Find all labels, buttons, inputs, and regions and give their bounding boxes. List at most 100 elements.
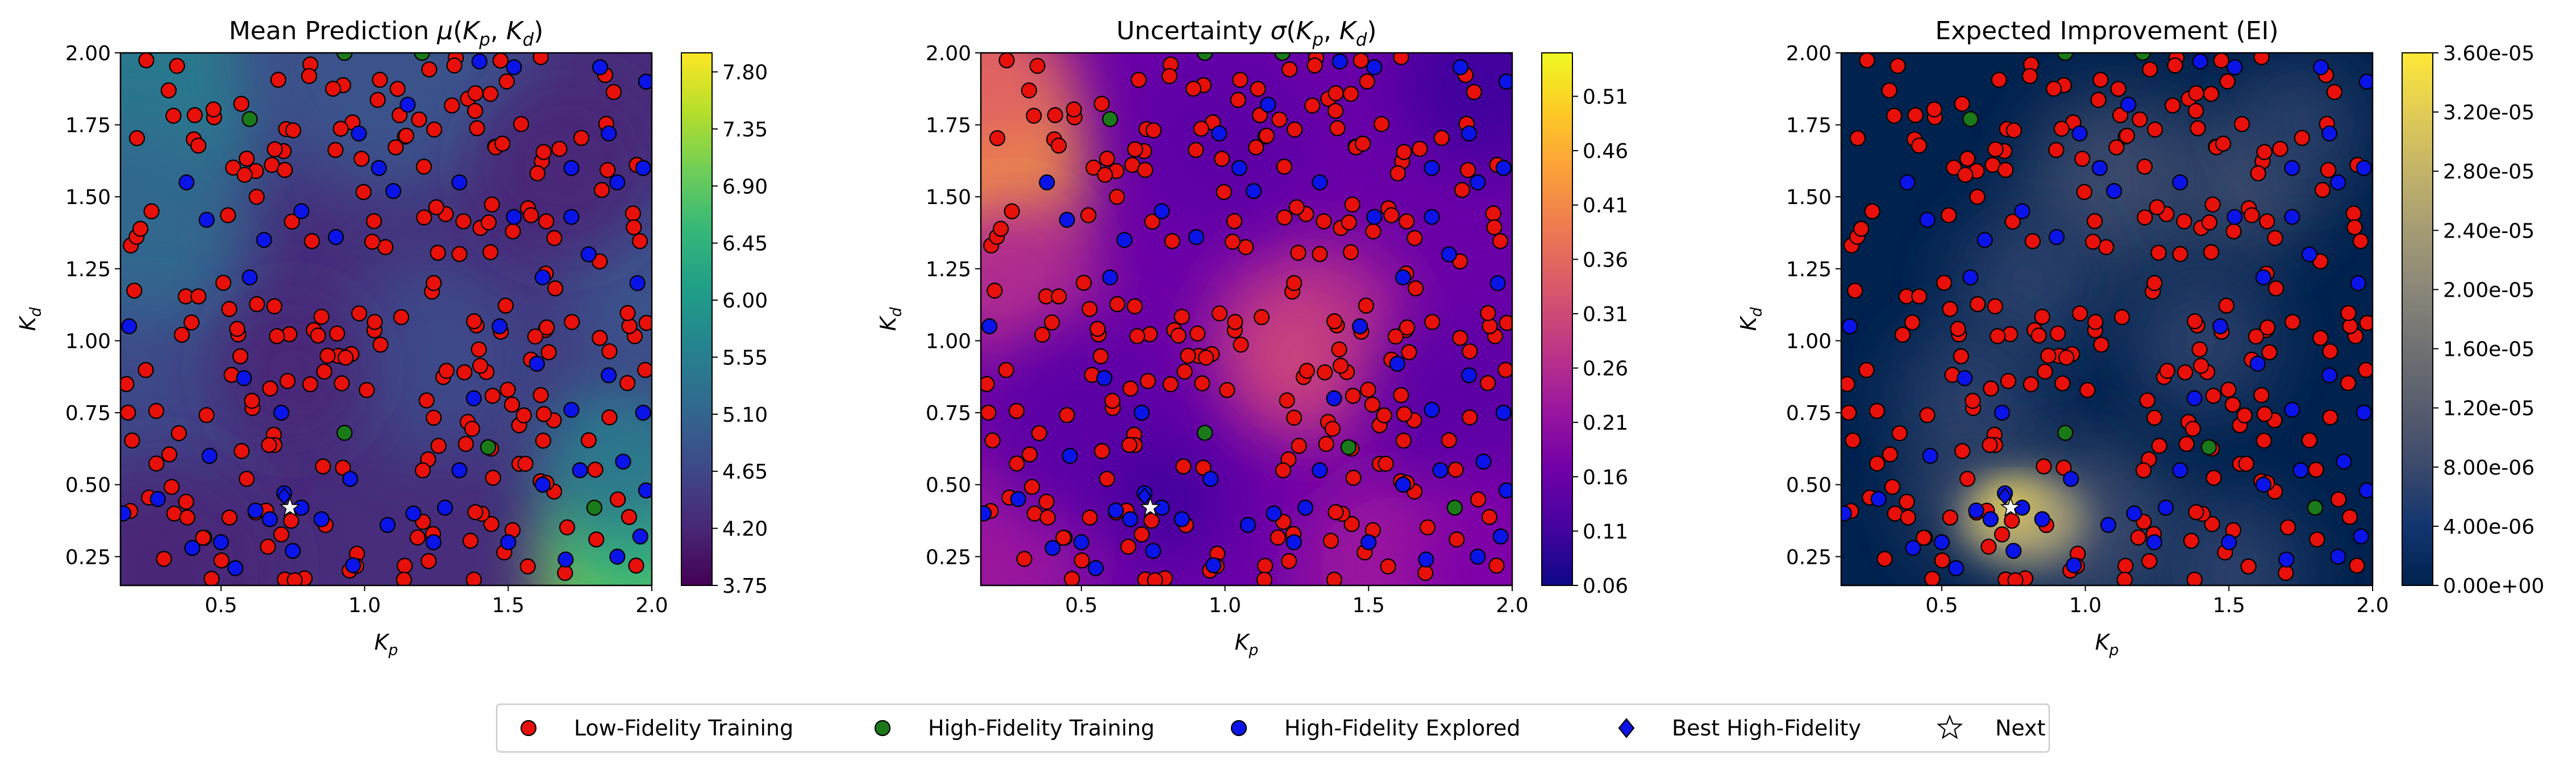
- high-fidelity-explored-point: [557, 551, 574, 568]
- high-fidelity-explored-point: [2356, 160, 2372, 176]
- low-fidelity-point: [1417, 564, 1434, 581]
- low-fidelity-point: [2253, 387, 2270, 404]
- low-fidelity-point: [1953, 348, 1970, 364]
- low-fidelity-point: [1145, 122, 1162, 139]
- high-fidelity-explored-point: [563, 401, 580, 418]
- low-fidelity-point: [2146, 275, 2163, 292]
- colorbar-tick-label: 4.65: [722, 460, 768, 484]
- low-fidelity-point: [2213, 53, 2229, 69]
- low-fidelity-point: [260, 538, 276, 555]
- low-fidelity-point: [2279, 519, 2296, 535]
- high-fidelity-explored-point: [2186, 390, 2203, 406]
- low-fidelity-point: [2331, 491, 2347, 508]
- low-fidelity-point: [482, 86, 499, 102]
- low-fidelity-point: [527, 328, 544, 345]
- low-fidelity-point: [234, 443, 250, 459]
- axes-frame: [119, 52, 653, 587]
- low-fidelity-point: [1104, 393, 1121, 409]
- low-fidelity-point: [2116, 571, 2133, 585]
- colorbar-tick-label: 0.46: [1583, 140, 1628, 163]
- high-fidelity-explored-point: [2330, 548, 2346, 565]
- low-fidelity-point: [303, 233, 320, 250]
- low-fidelity-point: [2358, 361, 2373, 379]
- high-fidelity-explored-point: [1062, 447, 1078, 464]
- x-tick-label: 1.5: [492, 594, 525, 617]
- low-fidelity-point: [389, 81, 406, 97]
- low-fidelity-point: [2151, 438, 2167, 454]
- x-tick-label: 1.5: [2213, 594, 2245, 617]
- high-fidelity-explored-point: [2358, 73, 2373, 90]
- low-fidelity-point: [1016, 551, 1033, 567]
- low-fidelity-point: [535, 433, 551, 449]
- low-fidelity-point: [2004, 213, 2021, 230]
- low-fidelity-point: [2312, 330, 2329, 346]
- surface-blob: [1397, 53, 1512, 168]
- y-tick-label: 2.00: [65, 42, 111, 65]
- low-fidelity-point: [981, 404, 997, 421]
- low-fidelity-point: [2079, 382, 2096, 398]
- low-fidelity-point: [1099, 151, 1116, 167]
- low-fidelity-point: [1462, 409, 1478, 426]
- high-fidelity-explored-point: [1957, 370, 1973, 386]
- low-fidelity-point: [428, 199, 444, 215]
- high-fidelity-explored-point: [1360, 534, 1377, 551]
- high-fidelity-explored-point: [2255, 269, 2272, 286]
- low-fidelity-point: [1232, 72, 1249, 88]
- low-fidelity-point: [446, 57, 463, 74]
- low-fidelity-point: [1399, 319, 1416, 336]
- low-fidelity-point: [1358, 297, 1374, 314]
- low-fidelity-point: [485, 469, 501, 486]
- low-fidelity-point: [372, 336, 389, 353]
- high-fidelity-explored-point: [492, 318, 508, 335]
- low-fidelity-point: [1900, 509, 1916, 526]
- low-fidelity-point: [1275, 462, 1292, 479]
- low-fidelity-point: [1331, 341, 1347, 358]
- low-fidelity-point: [1881, 82, 1897, 99]
- x-tick-label: 1.5: [1352, 594, 1385, 617]
- high-fidelity-explored-point: [1982, 511, 1999, 527]
- low-fidelity-point: [2301, 432, 2318, 448]
- y-tick-label: 1.00: [65, 330, 111, 353]
- low-fidelity-point: [1396, 406, 1413, 422]
- low-fidelity-point: [2259, 319, 2276, 336]
- low-fidelity-point: [270, 72, 286, 88]
- surface-blob: [1239, 297, 1355, 413]
- low-fidelity-point: [2191, 341, 2208, 358]
- low-fidelity-point: [1342, 244, 1359, 260]
- low-fidelity-point: [1942, 509, 1958, 526]
- low-fidelity-point: [505, 223, 521, 240]
- axes-frame: [1840, 52, 2374, 587]
- high-fidelity-explored-point: [2034, 511, 2050, 527]
- y-tick-label: 0.75: [926, 402, 971, 425]
- low-fidelity-point: [467, 85, 484, 102]
- low-fidelity-point: [195, 530, 211, 546]
- high-fidelity-training-point: [2057, 53, 2074, 61]
- high-fidelity-explored-point: [2172, 174, 2188, 191]
- high-fidelity-explored-point: [1842, 318, 1858, 335]
- x-tick-label: 0.5: [1065, 594, 1097, 617]
- low-fidelity-point: [2167, 57, 2183, 74]
- low-fidelity-point: [279, 373, 296, 389]
- low-fidelity-point: [1281, 553, 1297, 570]
- low-fidelity-point: [163, 479, 180, 495]
- low-fidelity-point: [2294, 130, 2311, 146]
- high-fidelity-explored-point: [1870, 491, 1887, 508]
- panel-2: 0.5 1.0 1.5 2.0 0.25 0.50 0.75 1.00 1.25 1.50 1.75…: [876, 16, 1628, 659]
- best-high-fidelity-point: [277, 487, 292, 505]
- low-fidelity-point: [369, 92, 386, 108]
- high-fidelity-explored-point: [1489, 275, 1506, 292]
- low-fidelity-point: [2345, 205, 2362, 222]
- legend-marker-circle: [1230, 720, 1247, 737]
- low-fidelity-point: [2139, 392, 2155, 409]
- high-fidelity-explored-point: [2284, 160, 2300, 176]
- low-fidelity-point: [2177, 364, 2194, 381]
- low-fidelity-point: [2053, 120, 2070, 137]
- high-fidelity-explored-point: [379, 517, 396, 533]
- low-fidelity-point: [277, 161, 293, 178]
- low-fidelity-point: [316, 363, 332, 380]
- low-fidelity-point: [1360, 381, 1376, 398]
- high-fidelity-explored-point: [2249, 355, 2266, 372]
- high-fidelity-explored-point: [1470, 548, 1486, 565]
- low-fidelity-point: [1322, 533, 1339, 549]
- y-tick-label: 0.75: [65, 402, 111, 425]
